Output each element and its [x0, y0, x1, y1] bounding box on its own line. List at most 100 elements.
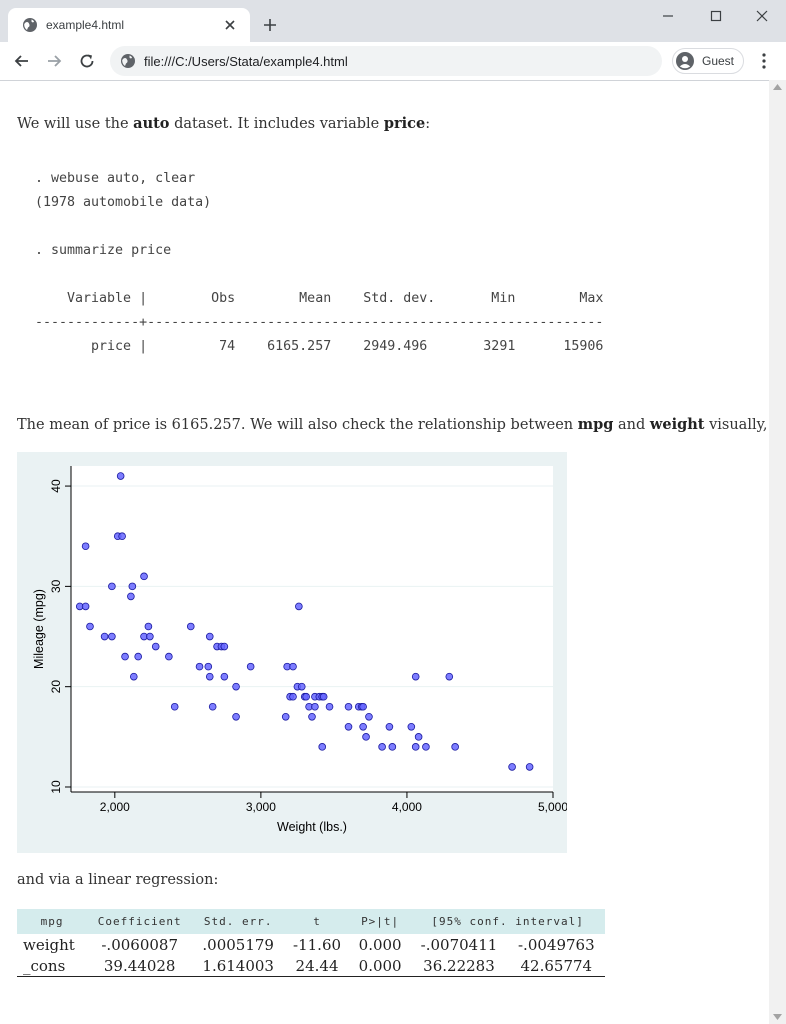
dataset-name: auto: [133, 115, 170, 132]
data-point: [359, 702, 367, 711]
table-row: _cons 39.44028 1.614003 24.44 0.000 36.2…: [17, 955, 605, 977]
data-points: [75, 472, 534, 771]
data-point: [311, 702, 319, 711]
data-point: [116, 472, 125, 480]
browser-chrome: example4.html: [0, 0, 786, 81]
scroll-down-arrow-icon[interactable]: [773, 1014, 782, 1020]
x-axis-label: Weight (lbs.): [277, 820, 347, 834]
maximize-icon[interactable]: [708, 8, 724, 24]
data-point: [281, 712, 290, 721]
col-header-p: P>|t|: [349, 909, 411, 934]
data-point: [144, 622, 153, 631]
x-tick-label: 4,000: [392, 800, 422, 814]
tab-bar: example4.html: [0, 0, 786, 42]
data-point: [81, 602, 90, 611]
x-ticks: 2,000 3,000 4,000 5,000: [100, 792, 568, 814]
x-tick-label: 5,000: [538, 800, 567, 814]
data-point: [365, 712, 373, 721]
data-point: [508, 763, 516, 771]
table-row: weight -.0060087 .0005179 -11.60 0.000 -…: [17, 934, 605, 955]
mean-paragraph: The mean of price is 6165.257. We will a…: [17, 416, 768, 433]
variable-name: price: [383, 115, 426, 132]
back-arrow-icon[interactable]: [13, 52, 31, 70]
variable-weight: weight: [649, 416, 705, 433]
col-header-t: t: [284, 909, 350, 934]
data-point: [344, 722, 353, 731]
regression-table: mpg Coefficient Std. err. t P>|t| [95% c…: [17, 909, 605, 977]
col-header-se: Std. err.: [192, 909, 285, 934]
data-point: [86, 622, 94, 631]
vertical-scrollbar[interactable]: [769, 80, 786, 1024]
data-point: [319, 692, 328, 701]
data-point: [108, 582, 116, 591]
minimize-icon[interactable]: [660, 8, 676, 24]
row-label: weight: [23, 935, 75, 954]
data-point: [414, 733, 423, 741]
cell-se: .0005179: [202, 935, 274, 954]
page-content: We will use the auto dataset. It include…: [0, 81, 769, 1024]
data-point: [411, 743, 420, 751]
y-tick-label: 40: [49, 479, 63, 493]
data-point: [388, 743, 397, 751]
data-point: [289, 692, 297, 701]
close-tab-icon[interactable]: [222, 17, 238, 33]
cell-se: 1.614003: [192, 955, 285, 977]
x-tick-label: 3,000: [246, 800, 276, 814]
cell-ci-hi: 42.65774: [507, 955, 605, 977]
profile-label: Guest: [702, 54, 735, 68]
data-point: [81, 542, 90, 551]
menu-kebab-icon[interactable]: [756, 52, 772, 70]
data-point: [344, 702, 353, 711]
col-header-mpg: mpg: [17, 909, 88, 934]
new-tab-icon[interactable]: [262, 17, 278, 33]
cell-t: 24.44: [284, 955, 350, 977]
code-line: (1978 automobile data): [35, 195, 212, 210]
address-bar[interactable]: file:///C:/Users/Stata/example4.html: [110, 46, 662, 76]
code-line: -------------+--------------------------…: [35, 315, 604, 330]
cell-ci-lo: 36.22283: [410, 955, 508, 977]
data-point: [170, 702, 179, 711]
data-point: [100, 632, 109, 641]
tab-title: example4.html: [46, 18, 125, 32]
code-line: Variable | Obs Mean Std. dev. Min Max: [35, 291, 604, 306]
data-point: [186, 622, 195, 631]
data-point: [121, 652, 129, 661]
data-point: [128, 582, 137, 591]
data-point: [205, 672, 214, 681]
data-point: [220, 672, 229, 681]
data-point: [325, 702, 334, 711]
data-point: [246, 662, 255, 671]
cell-ci-hi: -.0049763: [517, 935, 595, 954]
close-window-icon[interactable]: [754, 8, 770, 24]
reload-icon[interactable]: [78, 52, 96, 70]
browser-tab[interactable]: example4.html: [8, 8, 250, 42]
data-point: [525, 763, 534, 771]
data-point: [130, 672, 138, 681]
code-line: . webuse auto, clear: [35, 171, 196, 186]
y-axis-label: Mileage (mpg): [32, 589, 46, 669]
globe-icon: [121, 54, 135, 68]
forward-arrow-icon[interactable]: [45, 52, 63, 70]
data-point: [289, 662, 297, 671]
cell-coef: -.0060087: [101, 935, 178, 954]
data-point: [204, 662, 213, 671]
y-tick-label: 30: [49, 579, 63, 593]
data-point: [411, 672, 420, 681]
scroll-up-arrow-icon[interactable]: [773, 84, 782, 90]
data-point: [108, 632, 116, 641]
data-point: [165, 652, 173, 661]
cell-ci-lo: -.0070411: [420, 935, 498, 954]
cell-p: 0.000: [358, 935, 402, 954]
y-tick-label: 10: [49, 780, 63, 794]
y-ticks: 10 20 30 40: [49, 479, 71, 794]
col-header-coef: Coefficient: [87, 909, 193, 934]
profile-button[interactable]: Guest: [672, 48, 744, 74]
data-point: [308, 712, 316, 721]
data-point: [385, 722, 394, 731]
intro-paragraph: We will use the auto dataset. It include…: [17, 115, 431, 132]
plot-region: [71, 466, 553, 792]
scatter-figure: 2,000 3,000 4,000 5,000 10 20 30 40 Weight (lb…: [17, 452, 568, 853]
data-point: [127, 592, 135, 601]
data-point: [140, 572, 148, 581]
cell-p: 0.000: [349, 955, 411, 977]
